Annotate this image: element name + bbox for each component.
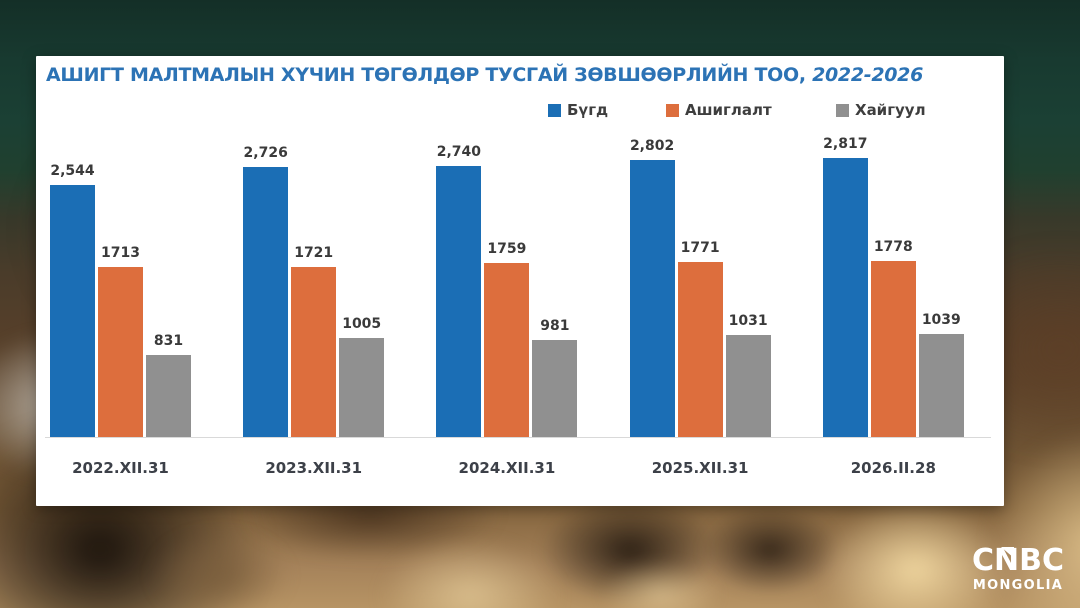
bar-Хайгуул-2022.XII.31: 831: [146, 333, 191, 437]
bar-plot-area: 2,544 1713 831 2,726 1721 1005 2,740 1759 981 2,8…: [45, 136, 991, 438]
bar-group-2026.II.28: 2,817 1778 1039: [822, 136, 964, 437]
legend-swatch-orange: [666, 104, 679, 117]
bar-value-label: 1005: [342, 316, 382, 332]
bar-Хайгуул-2026.II.28: 1039: [918, 312, 964, 437]
background-gold-nugget: [820, 500, 1010, 608]
bar-Ашиглалт-2022.XII.31: 1713: [98, 245, 143, 437]
x-axis-label-2024.XII.31: 2024.XII.31: [458, 459, 556, 477]
bar-value-label: 1721: [294, 245, 334, 261]
bar-value-label: 2,544: [50, 163, 95, 179]
chart-title-text: АШИГТ МАЛТМАЛЫН ХҮЧИН ТӨГӨЛДӨР ТУСГАЙ ЗӨ…: [46, 64, 806, 86]
bar-Ашиглалт-2023.XII.31: 1721: [291, 245, 337, 437]
bar-group-2022.XII.31: 2,544 1713 831: [50, 150, 191, 437]
mongolia-logo-text: MONGOLIA: [972, 578, 1064, 593]
bar-value-label: 831: [153, 333, 184, 349]
bar-value-label: 1759: [487, 241, 527, 257]
bar-Ашиглалт-2026.II.28: 1778: [870, 239, 916, 437]
chart-card: АШИГТ МАЛТМАЛЫН ХҮЧИН ТӨГӨЛДӨР ТУСГАЙ ЗӨ…: [36, 56, 1004, 506]
cnbc-peacock-triangle-icon: [1000, 547, 1014, 558]
background-dark-stone: [700, 505, 840, 595]
cnbc-wordmark: CNBC: [971, 543, 1064, 578]
bar-Бүгд-2023.XII.31: 2,726: [243, 145, 289, 437]
bar-value-label: 1039: [921, 312, 961, 328]
chart-title: АШИГТ МАЛТМАЛЫН ХҮЧИН ТӨГӨЛДӨР ТУСГАЙ ЗӨ…: [46, 64, 923, 86]
bar-value-label: 2,726: [243, 145, 288, 161]
bar-value-label: 1031: [728, 313, 768, 329]
bar-group-2024.XII.31: 2,740 1759 981: [436, 144, 578, 437]
bar-Хайгуул-2023.XII.31: 1005: [339, 316, 385, 437]
chart-title-period: 2022-2026: [812, 64, 924, 86]
cnbc-logo-text: CNBC: [972, 546, 1064, 576]
legend-item-total: Бүгд: [548, 103, 608, 118]
legend-item-exploitation: Ашиглалт: [666, 103, 772, 118]
background-brown-rock: [150, 530, 290, 608]
x-axis-line: [45, 437, 991, 438]
bar-Бүгд-2024.XII.31: 2,740: [436, 144, 482, 437]
x-axis-label-2025.XII.31: 2025.XII.31: [651, 459, 749, 477]
legend-label: Бүгд: [567, 101, 609, 119]
background-gold-glint: [600, 560, 720, 608]
bar-Ашиглалт-2024.XII.31: 1759: [484, 241, 530, 437]
cnbc-mongolia-logo: CNBC MONGOLIA: [972, 546, 1064, 593]
x-axis-label-2022.XII.31: 2022.XII.31: [72, 459, 169, 477]
bar-value-label: 2,802: [629, 138, 675, 154]
bar-value-label: 2,817: [823, 136, 868, 152]
bar-Бүгд-2026.II.28: 2,817: [822, 136, 868, 437]
bar-Хайгуул-2024.XII.31: 981: [532, 318, 578, 437]
bar-group-2025.XII.31: 2,802 1771 1031: [629, 138, 771, 437]
bar-Хайгуул-2025.XII.31: 1031: [725, 313, 771, 437]
bar-value-label: 981: [540, 318, 570, 334]
x-axis-label-2023.XII.31: 2023.XII.31: [265, 459, 363, 477]
legend-label: Ашиглалт: [685, 101, 772, 119]
bar-group-2023.XII.31: 2,726 1721 1005: [243, 145, 385, 437]
legend-swatch-gray: [836, 104, 849, 117]
bar-Бүгд-2022.XII.31: 2,544: [50, 163, 95, 437]
legend-swatch-blue: [548, 104, 561, 117]
bar-value-label: 2,740: [436, 144, 482, 160]
bar-value-label: 1771: [680, 240, 720, 256]
legend-label: Хайгуул: [855, 101, 926, 119]
bar-Бүгд-2025.XII.31: 2,802: [629, 138, 675, 437]
x-axis-label-2026.II.28: 2026.II.28: [850, 459, 936, 477]
bar-Ашиглалт-2025.XII.31: 1771: [677, 240, 723, 437]
bar-value-label: 1778: [873, 239, 913, 255]
legend-item-exploration: Хайгуул: [836, 103, 926, 118]
bar-value-label: 1713: [101, 245, 140, 261]
